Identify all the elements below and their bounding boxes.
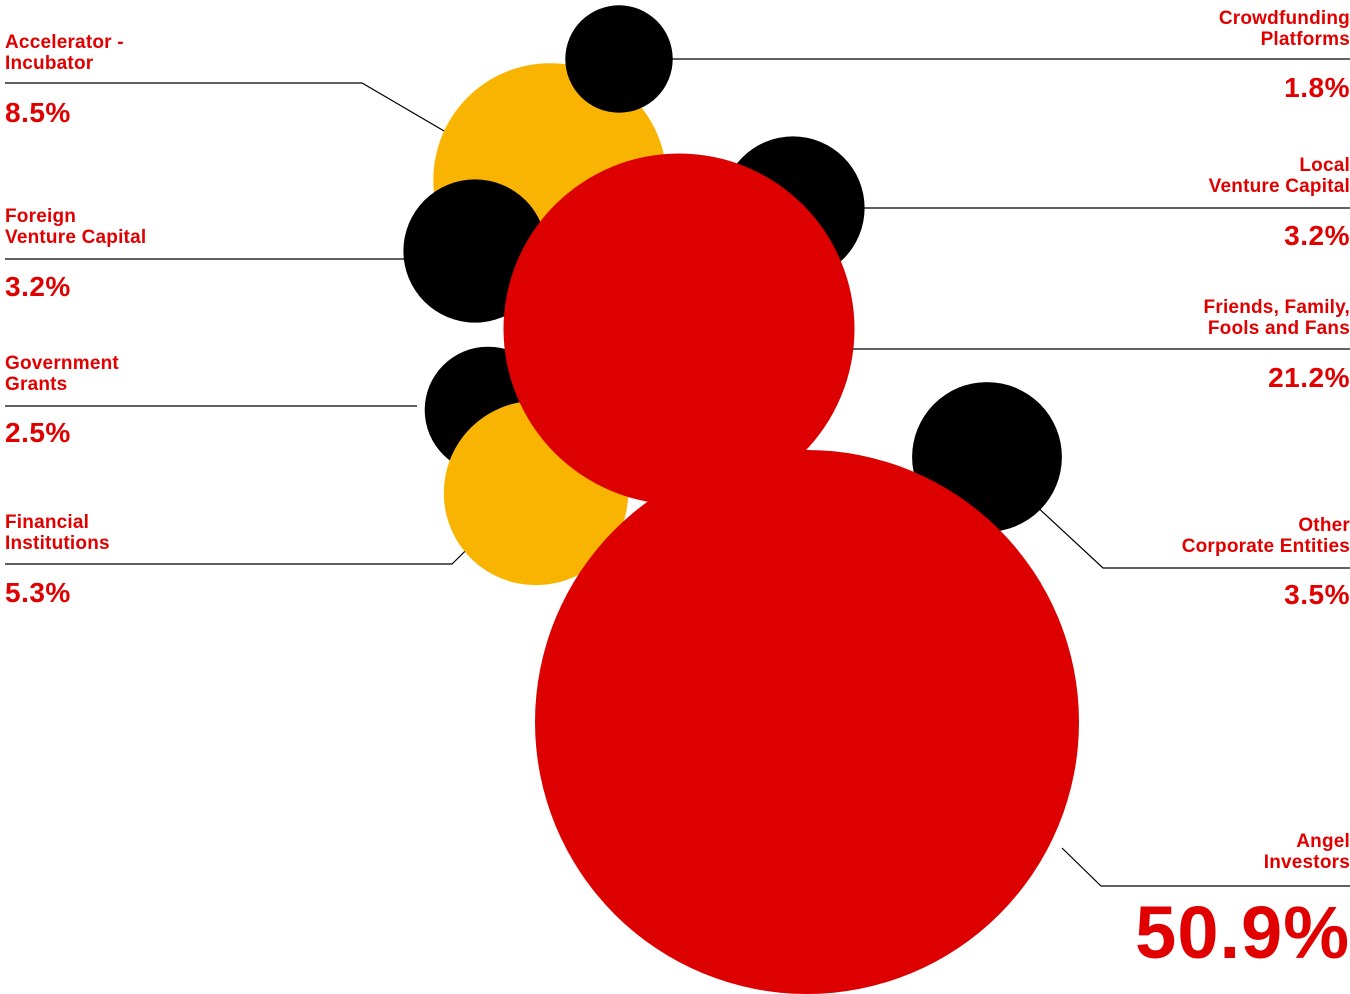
series-name-label: Foreign Venture Capital <box>5 206 147 248</box>
bubble-crowdfunding-platforms <box>565 5 673 113</box>
series-name-label: Angel Investors <box>1263 831 1350 873</box>
series-value-label: 2.5% <box>5 417 71 448</box>
series-value-label: 5.3% <box>5 577 71 608</box>
leader-line <box>5 82 493 160</box>
series-name-label: Other Corporate Entities <box>1181 515 1350 557</box>
series-value-label: 3.2% <box>5 271 71 302</box>
bubble-friends-family-fools-and-fans <box>503 153 855 505</box>
series-name-label: Friends, Family, Fools and Fans <box>1203 297 1350 339</box>
series-name-label: Crowdfunding Platforms <box>1218 8 1350 50</box>
series-value-label: 3.5% <box>1284 579 1350 610</box>
series-name-label: Government Grants <box>5 353 119 395</box>
series-name-label: Financial Institutions <box>5 512 110 554</box>
series-value-label: 3.2% <box>1284 220 1350 251</box>
bubble-angel-investors <box>535 450 1079 994</box>
series-value-label: 8.5% <box>5 97 71 128</box>
leader-line <box>1061 847 1350 887</box>
series-name-label: Accelerator - Incubator <box>5 32 124 74</box>
series-value-label: 50.9% <box>1135 891 1350 974</box>
series-name-label: Local Venture Capital <box>1208 155 1350 197</box>
series-value-label: 21.2% <box>1268 362 1350 393</box>
series-value-label: 1.8% <box>1284 72 1350 103</box>
